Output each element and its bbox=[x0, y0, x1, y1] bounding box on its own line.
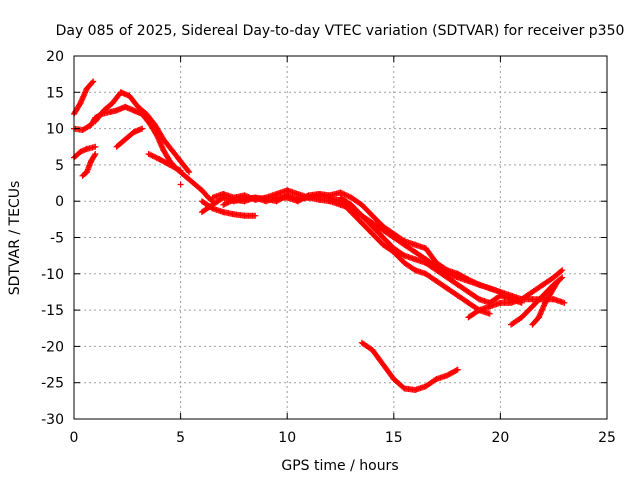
data-point bbox=[225, 199, 232, 206]
data-point bbox=[186, 169, 193, 176]
data-point bbox=[252, 212, 259, 219]
axis-ticks: 0 5 10 15 20 25 -30 -25 -20 -15 -10 -5 0 5 10 15 20 bbox=[41, 49, 616, 446]
data-point bbox=[153, 154, 160, 161]
data-point bbox=[91, 152, 98, 159]
data-point bbox=[177, 167, 184, 174]
data-point bbox=[185, 168, 192, 175]
data-point bbox=[486, 310, 493, 317]
data-point bbox=[150, 153, 157, 160]
y-tick-label: 20 bbox=[46, 49, 64, 65]
data-point bbox=[152, 154, 159, 161]
x-tick-label: 25 bbox=[598, 430, 616, 446]
grid-lines bbox=[74, 56, 607, 419]
x-tick-label: 5 bbox=[176, 430, 185, 446]
data-point bbox=[222, 200, 229, 207]
data-point bbox=[554, 278, 561, 285]
y-tick-label: -15 bbox=[41, 303, 64, 319]
data-point bbox=[92, 143, 99, 150]
data-point bbox=[146, 151, 153, 158]
data-point bbox=[92, 151, 99, 158]
y-tick-label: 15 bbox=[46, 85, 64, 101]
data-point bbox=[221, 201, 228, 208]
data-point bbox=[149, 152, 156, 159]
y-tick-label: -5 bbox=[50, 231, 64, 247]
y-tick-label: -10 bbox=[41, 267, 64, 283]
data-point bbox=[453, 367, 460, 374]
data-point bbox=[342, 192, 349, 199]
data-point bbox=[148, 152, 155, 159]
y-tick-label: 0 bbox=[55, 194, 64, 210]
y-axis-label: SDTVAR / TECUs bbox=[7, 181, 23, 296]
data-point bbox=[224, 199, 231, 206]
data-point bbox=[561, 299, 568, 306]
data-point bbox=[554, 279, 561, 286]
data-point bbox=[208, 197, 215, 204]
data-point bbox=[139, 125, 146, 132]
data-point bbox=[341, 191, 348, 198]
x-tick-label: 20 bbox=[491, 430, 509, 446]
x-axis-label: GPS time / hours bbox=[281, 458, 398, 474]
data-point bbox=[177, 181, 184, 188]
data-point bbox=[338, 190, 345, 197]
data-point bbox=[89, 79, 96, 86]
data-point bbox=[345, 193, 352, 200]
data-point bbox=[497, 288, 504, 295]
data-point bbox=[145, 151, 152, 158]
chart-title: Day 085 of 2025, Sidereal Day-to-day VTE… bbox=[56, 23, 625, 39]
y-tick-label: 10 bbox=[46, 122, 64, 138]
data-point bbox=[340, 190, 347, 197]
data-point bbox=[337, 189, 344, 196]
data-point bbox=[559, 267, 566, 274]
data-point bbox=[90, 78, 97, 85]
x-tick-label: 0 bbox=[70, 430, 79, 446]
data-points bbox=[71, 78, 568, 393]
y-tick-label: -25 bbox=[41, 376, 64, 392]
data-point bbox=[558, 268, 565, 275]
data-point bbox=[344, 192, 351, 199]
data-point bbox=[176, 167, 183, 174]
data-point bbox=[558, 275, 565, 282]
data-point bbox=[226, 198, 233, 205]
y-tick-label: 5 bbox=[55, 158, 64, 174]
data-point bbox=[220, 201, 227, 208]
x-tick-label: 15 bbox=[385, 430, 403, 446]
x-tick-label: 10 bbox=[278, 430, 296, 446]
data-point bbox=[454, 366, 461, 373]
y-tick-label: -30 bbox=[41, 412, 64, 428]
data-point bbox=[559, 274, 566, 281]
y-tick-label: -20 bbox=[41, 339, 64, 355]
